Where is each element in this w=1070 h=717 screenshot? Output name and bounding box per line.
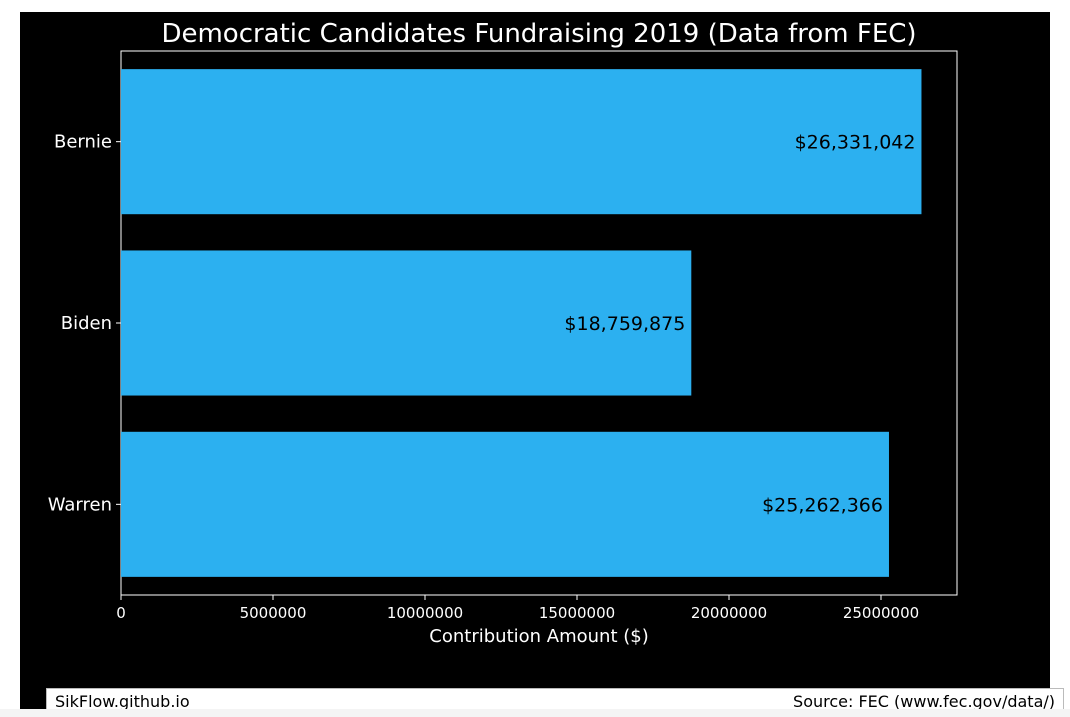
y-tick-label-warren: Warren (48, 494, 112, 515)
bar-biden (121, 250, 692, 396)
bar-warren (121, 431, 889, 577)
x-tick-label: 20000000 (691, 604, 767, 622)
data-label-warren: $25,262,366 (762, 494, 883, 516)
source-text: Source: FEC (www.fec.gov/data/) (793, 692, 1055, 711)
x-tick-label: 0 (116, 604, 126, 622)
bar-bernie (121, 69, 922, 215)
x-tick-label: 25000000 (843, 604, 919, 622)
chart-svg: Democratic Candidates Fundraising 2019 (… (48, 19, 958, 647)
x-tick-label: 10000000 (387, 604, 463, 622)
x-tick-label: 5000000 (240, 604, 307, 622)
credit-text: SikFlow.github.io (55, 692, 190, 711)
bottom-strip (0, 709, 1070, 717)
chart-figure: Democratic Candidates Fundraising 2019 (… (20, 12, 1064, 716)
chart-title: Democratic Candidates Fundraising 2019 (… (161, 19, 916, 49)
y-tick-label-biden: Biden (61, 313, 112, 334)
y-tick-label-bernie: Bernie (54, 132, 112, 153)
data-label-biden: $18,759,875 (564, 313, 685, 335)
data-label-bernie: $26,331,042 (795, 132, 916, 154)
x-tick-label: 15000000 (539, 604, 615, 622)
x-axis-label: Contribution Amount ($) (429, 626, 648, 647)
